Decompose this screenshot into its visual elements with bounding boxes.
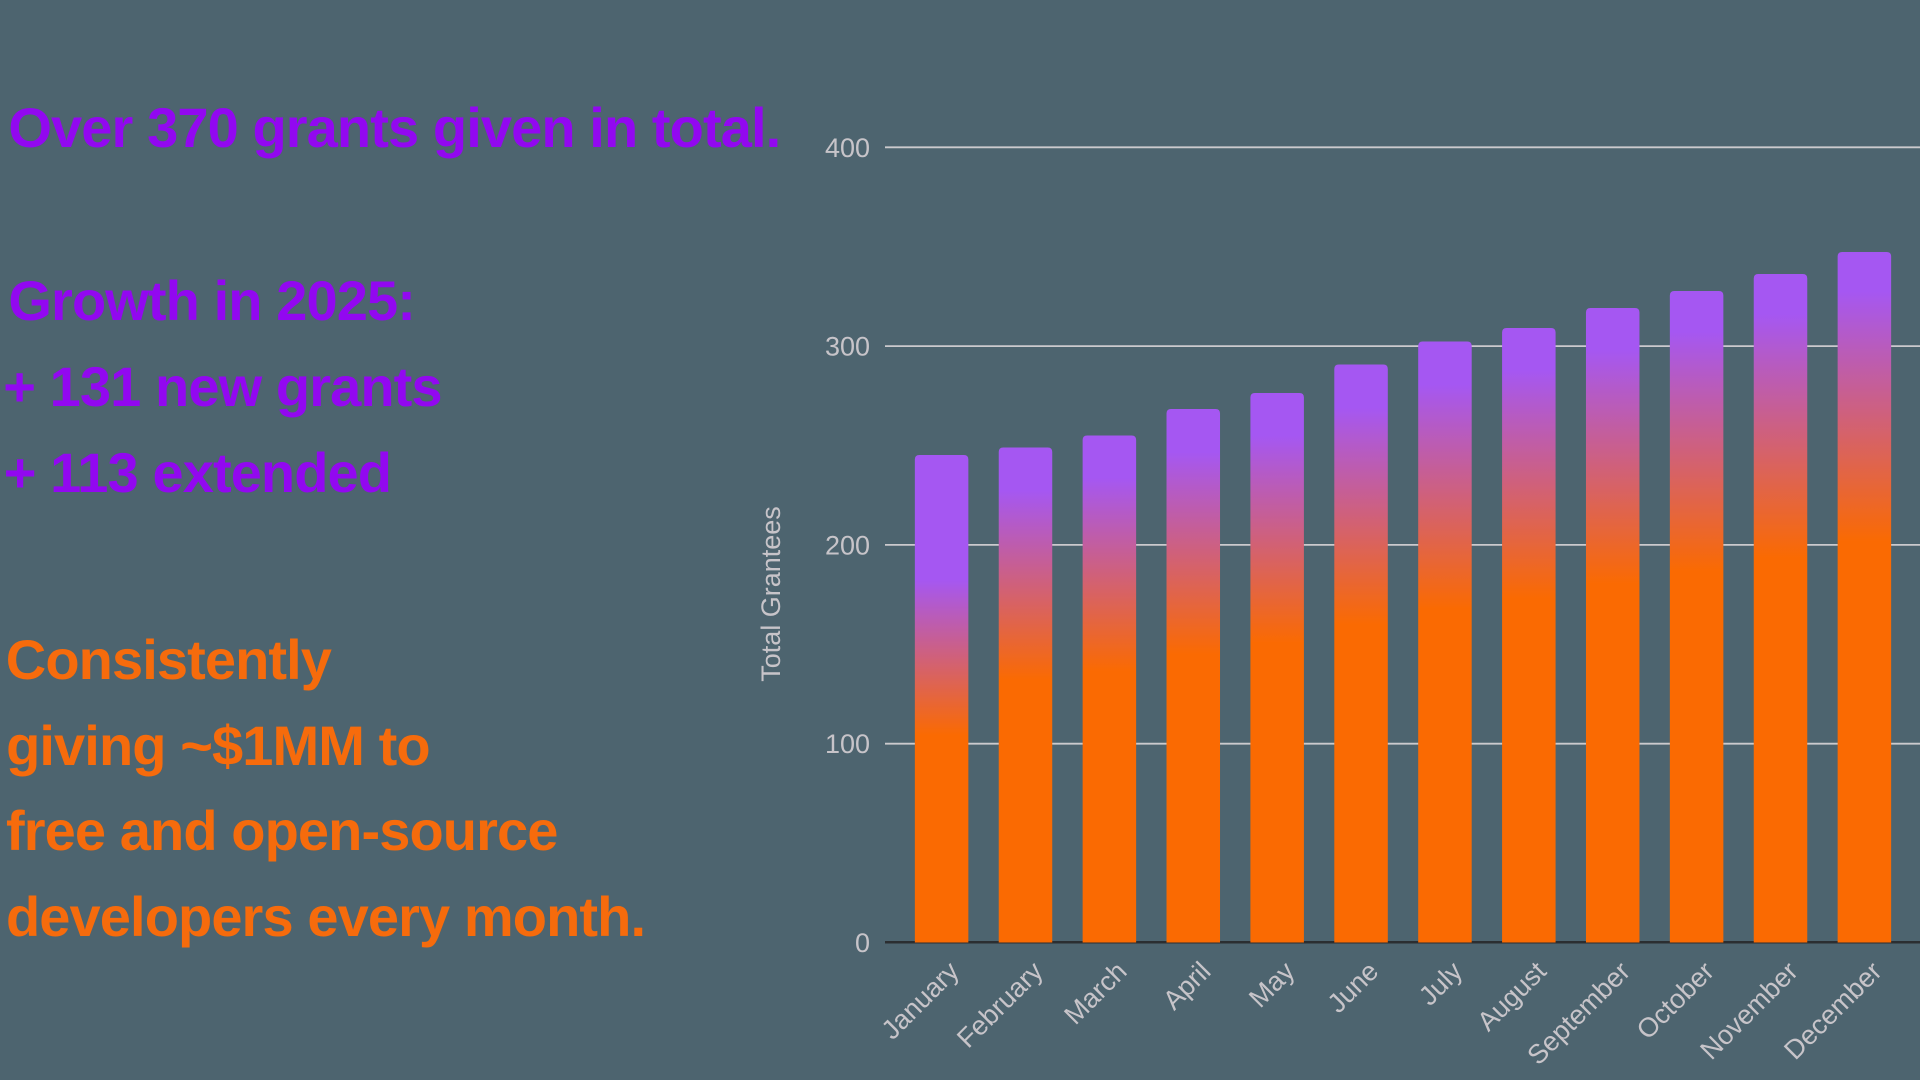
svg-text:100: 100 <box>825 729 870 759</box>
svg-text:June: June <box>1322 956 1385 1019</box>
svg-text:March: March <box>1058 956 1132 1030</box>
svg-text:300: 300 <box>825 332 870 362</box>
svg-text:July: July <box>1413 956 1469 1012</box>
svg-text:April: April <box>1157 956 1216 1015</box>
svg-text:Total Grantees: Total Grantees <box>756 506 786 682</box>
svg-text:August: August <box>1471 956 1552 1037</box>
svg-text:May: May <box>1243 956 1301 1014</box>
svg-text:0: 0 <box>855 928 870 958</box>
svg-text:400: 400 <box>825 133 870 163</box>
svg-text:200: 200 <box>825 530 870 560</box>
svg-text:February: February <box>951 956 1049 1054</box>
